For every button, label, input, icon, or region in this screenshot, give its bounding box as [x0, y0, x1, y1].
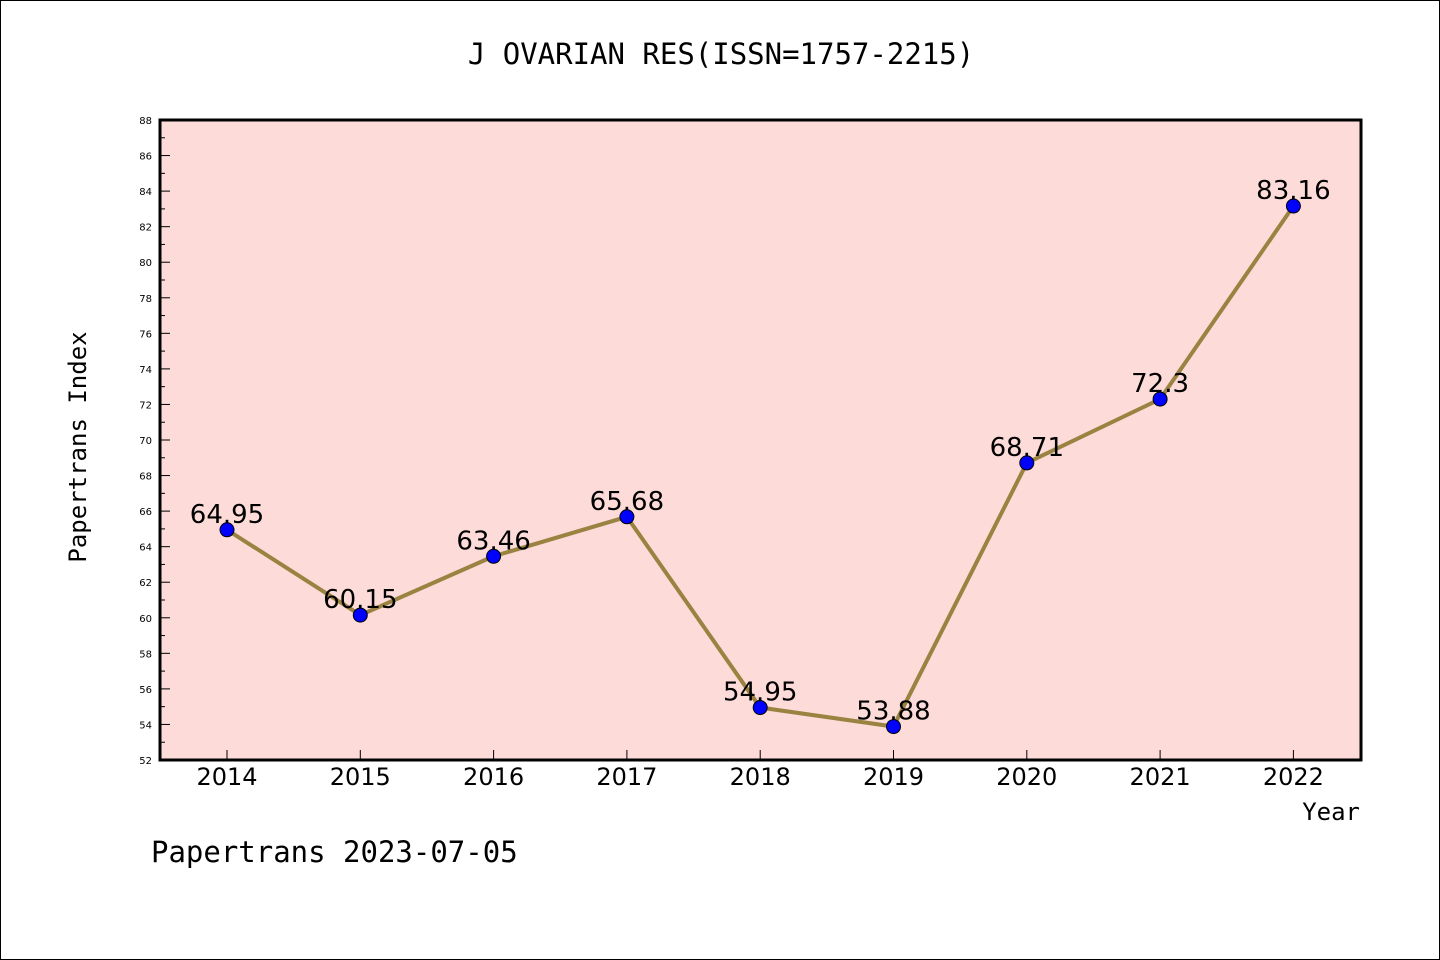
y-tick-label: 66 — [139, 507, 152, 518]
x-tick-label: 2019 — [863, 763, 924, 791]
data-label: 65.68 — [590, 487, 664, 517]
data-point — [1019, 455, 1035, 471]
data-label: 60.15 — [323, 585, 397, 615]
y-tick-label: 86 — [139, 152, 152, 163]
y-tick-label: 78 — [139, 294, 152, 305]
y-tick-label: 74 — [139, 365, 152, 376]
data-label: 72.3 — [1131, 369, 1189, 399]
data-point — [752, 700, 768, 716]
y-tick-label: 76 — [139, 329, 152, 340]
y-tick-label: 68 — [139, 472, 152, 483]
y-tick-label: 64 — [139, 543, 152, 554]
y-tick-label: 56 — [139, 685, 152, 696]
data-point — [219, 522, 235, 538]
x-tick-label: 2022 — [1263, 763, 1324, 791]
x-axis-label: Year — [1302, 798, 1360, 826]
plot-background — [160, 120, 1361, 760]
y-tick-label: 62 — [139, 578, 152, 589]
data-point — [619, 509, 635, 525]
x-tick-label: 2015 — [330, 763, 391, 791]
data-point — [352, 607, 368, 623]
y-tick-label: 54 — [139, 720, 152, 731]
x-tick-label: 2017 — [596, 763, 657, 791]
y-tick-label: 84 — [139, 187, 152, 198]
y-tick-label: 70 — [139, 436, 152, 447]
x-tick-label: 2020 — [996, 763, 1057, 791]
y-tick-label: 80 — [139, 258, 152, 269]
y-tick-label: 52 — [139, 756, 152, 767]
y-tick-label: 72 — [139, 400, 152, 411]
y-tick-label: 58 — [139, 649, 152, 660]
data-label: 68.71 — [990, 433, 1064, 463]
data-label: 54.95 — [723, 678, 797, 708]
data-point — [1152, 391, 1168, 407]
plot-border — [158, 118, 1363, 762]
x-tick-label: 2016 — [463, 763, 524, 791]
y-tick-label: 88 — [139, 116, 152, 127]
x-tick-label: 2018 — [730, 763, 791, 791]
data-label: 64.95 — [190, 500, 264, 530]
data-point — [886, 719, 901, 735]
x-tick-label: 2014 — [196, 763, 257, 791]
data-label: 53.88 — [856, 697, 930, 727]
footer-text: Papertrans 2023-07-05 — [151, 835, 518, 869]
chart-title: J OVARIAN RES(ISSN=1757-2215) — [467, 37, 975, 71]
y-tick-label: 82 — [139, 223, 152, 234]
data-point — [486, 548, 502, 564]
data-point — [1285, 198, 1301, 214]
data-label: 63.46 — [456, 526, 530, 556]
x-tick-label: 2021 — [1130, 763, 1191, 791]
y-tick-label: 60 — [139, 614, 152, 625]
data-label: 83.16 — [1256, 176, 1330, 206]
